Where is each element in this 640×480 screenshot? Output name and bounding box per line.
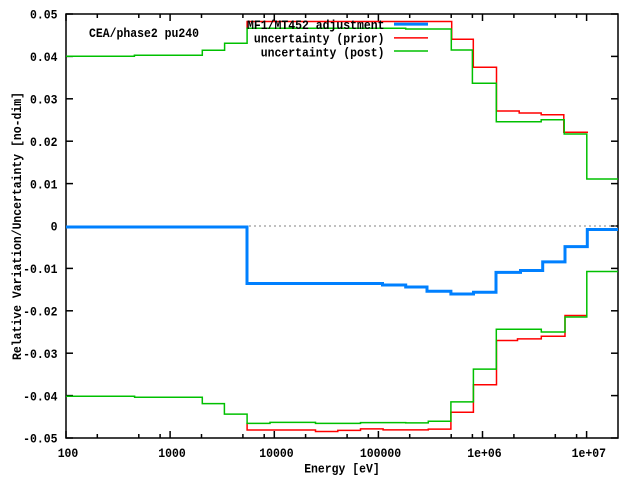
svg-text:1e+06: 1e+06 [467,446,502,461]
svg-text:0.02: 0.02 [30,135,58,150]
svg-text:0.04: 0.04 [30,50,58,65]
svg-text:1000: 1000 [158,446,186,461]
svg-text:0.05: 0.05 [30,8,58,23]
svg-text:Energy [eV]: Energy [eV] [304,462,380,477]
svg-text:CEA/phase2 pu240: CEA/phase2 pu240 [89,26,199,41]
svg-text:uncertainty (prior): uncertainty (prior) [254,32,385,47]
svg-text:uncertainty (post): uncertainty (post) [261,45,385,60]
svg-text:-0.05: -0.05 [23,432,58,447]
svg-text:-0.02: -0.02 [23,305,58,320]
svg-text:100000: 100000 [360,446,401,461]
svg-text:0.03: 0.03 [30,93,58,108]
svg-text:0: 0 [51,220,58,235]
svg-text:1e+07: 1e+07 [572,446,606,461]
svg-text:Relative Variation/Uncertainty: Relative Variation/Uncertainty [no-dim] [10,92,25,360]
svg-text:0.01: 0.01 [30,177,58,192]
svg-text:-0.01: -0.01 [23,262,58,277]
svg-text:-0.03: -0.03 [23,347,58,362]
svg-text:10000: 10000 [259,446,294,461]
svg-text:MF1/MT452 adjustment: MF1/MT452 adjustment [247,18,385,33]
svg-text:-0.04: -0.04 [23,389,58,404]
svg-text:100: 100 [58,446,79,461]
